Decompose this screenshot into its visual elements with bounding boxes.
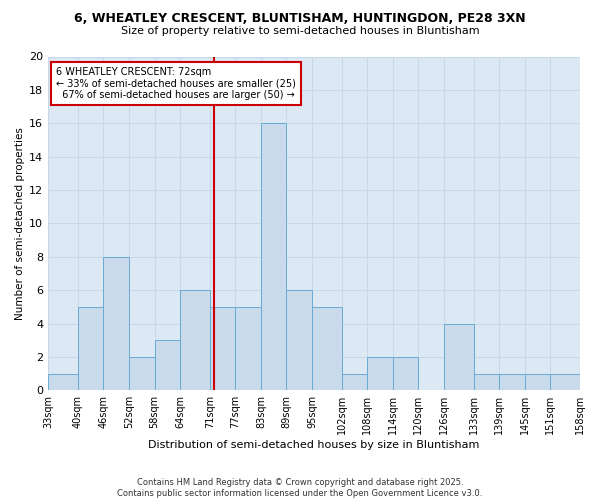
Text: 6, WHEATLEY CRESCENT, BLUNTISHAM, HUNTINGDON, PE28 3XN: 6, WHEATLEY CRESCENT, BLUNTISHAM, HUNTIN… bbox=[74, 12, 526, 26]
Bar bbox=[499, 374, 524, 390]
Bar bbox=[393, 357, 418, 390]
Bar bbox=[48, 374, 78, 390]
X-axis label: Distribution of semi-detached houses by size in Bluntisham: Distribution of semi-detached houses by … bbox=[148, 440, 480, 450]
Bar bbox=[367, 357, 393, 390]
Bar bbox=[78, 307, 103, 390]
Bar bbox=[524, 374, 550, 390]
Bar bbox=[129, 357, 155, 390]
Bar bbox=[286, 290, 312, 390]
Bar bbox=[444, 324, 473, 390]
Text: Contains HM Land Registry data © Crown copyright and database right 2025.
Contai: Contains HM Land Registry data © Crown c… bbox=[118, 478, 482, 498]
Bar bbox=[261, 124, 286, 390]
Text: Size of property relative to semi-detached houses in Bluntisham: Size of property relative to semi-detach… bbox=[121, 26, 479, 36]
Bar bbox=[210, 307, 235, 390]
Bar bbox=[235, 307, 261, 390]
Bar bbox=[155, 340, 180, 390]
Text: 6 WHEATLEY CRESCENT: 72sqm
← 33% of semi-detached houses are smaller (25)
  67% : 6 WHEATLEY CRESCENT: 72sqm ← 33% of semi… bbox=[56, 66, 296, 100]
Bar bbox=[180, 290, 210, 390]
Bar bbox=[473, 374, 499, 390]
Bar bbox=[312, 307, 342, 390]
Y-axis label: Number of semi-detached properties: Number of semi-detached properties bbox=[15, 127, 25, 320]
Bar bbox=[550, 374, 580, 390]
Bar bbox=[103, 257, 129, 390]
Bar bbox=[342, 374, 367, 390]
